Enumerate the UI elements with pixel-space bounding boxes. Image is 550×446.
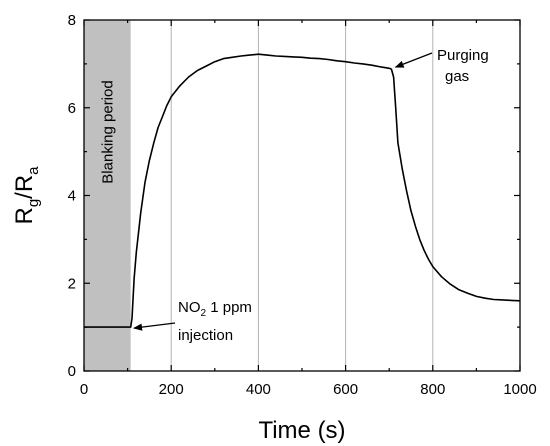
y-axis-title: Rg/Ra: [11, 166, 42, 225]
x-tick-label: 600: [333, 381, 358, 398]
x-tick-label: 200: [159, 381, 184, 398]
y-title-sub-a: a: [25, 166, 42, 175]
y-title-base: R: [11, 207, 38, 224]
x-tick-label: 0: [80, 381, 88, 398]
plot-area: [83, 19, 521, 372]
y-tick-label: 8: [68, 12, 76, 29]
blanking-period-label: Blanking period: [99, 80, 116, 183]
injection-label-line2: injection: [178, 327, 233, 344]
y-tick-label: 6: [68, 100, 76, 117]
blanking-region: [84, 20, 131, 371]
injection-arrow: [133, 322, 176, 331]
purging-arrow: [394, 52, 433, 68]
x-axis-title: Time (s): [258, 417, 345, 444]
purging-label-line2: gas: [445, 68, 469, 85]
y-tick-label: 4: [68, 188, 76, 205]
y-title-sep: /: [11, 192, 38, 199]
y-title-sub-g: g: [25, 199, 42, 207]
injection-label-sub: 2: [201, 308, 207, 319]
y-tick-label: 2: [68, 275, 76, 292]
injection-label-line1: NO2 1 ppm: [178, 299, 252, 319]
series-line: [84, 53, 521, 328]
injection-label-ppm: 1 ppm: [206, 299, 252, 316]
y-title-base2: R: [11, 175, 38, 192]
y-tick-label: 0: [68, 363, 76, 380]
injection-label-no: NO: [178, 299, 201, 316]
purging-label-line1: Purging: [437, 47, 489, 64]
x-tick-label: 1000: [503, 381, 536, 398]
x-tick-label: 400: [246, 381, 271, 398]
x-tick-label: 800: [420, 381, 445, 398]
